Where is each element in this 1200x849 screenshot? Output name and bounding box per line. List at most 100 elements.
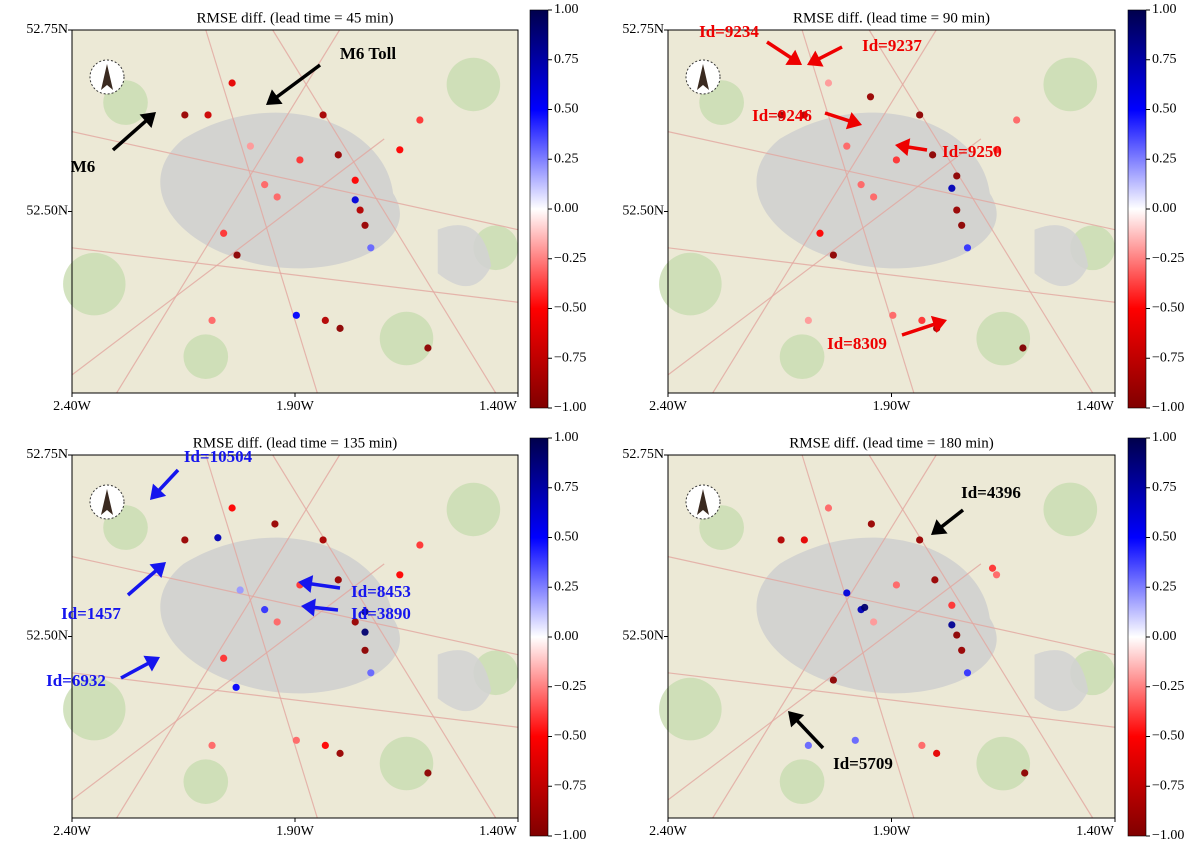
sensor-point: [801, 536, 808, 543]
green-area: [1043, 483, 1097, 537]
colorbar-tick-label: −0.50: [1152, 729, 1184, 744]
colorbar-tick-label: −0.75: [1152, 350, 1184, 365]
sensor-point: [367, 669, 374, 676]
sensor-point: [237, 586, 244, 593]
colorbar-tick-label: −0.50: [554, 729, 586, 744]
annotation: M6: [71, 157, 96, 176]
colorbar-tick-label: 0.25: [1152, 151, 1177, 166]
sensor-point: [858, 181, 865, 188]
y-tick-label: 52.50N: [26, 204, 68, 219]
sensor-point: [233, 251, 240, 258]
y-tick-label: 52.50N: [26, 629, 68, 644]
sensor-point: [916, 111, 923, 118]
green-area: [976, 312, 1030, 366]
colorbar-tick-label: 1.00: [554, 430, 579, 445]
sensor-point: [322, 317, 329, 324]
colorbar-tick-label: 0.00: [1152, 201, 1177, 216]
annotation: Id=8309: [827, 334, 887, 353]
sensor-point: [322, 742, 329, 749]
sensor-point: [335, 576, 342, 583]
y-tick-label: 52.75N: [26, 447, 68, 462]
sensor-point: [964, 244, 971, 251]
annotation: Id=5709: [833, 754, 893, 773]
sensor-point: [870, 618, 877, 625]
annotation: Id=9250: [942, 142, 1002, 161]
sensor-point: [220, 230, 227, 237]
colorbar-tick-label: 0.75: [554, 480, 579, 495]
sensor-point: [825, 504, 832, 511]
annotation: Id=10504: [184, 447, 253, 466]
annotation: Id=9234: [699, 22, 759, 41]
sensor-point: [958, 222, 965, 229]
sensor-point: [948, 621, 955, 628]
sensor-point: [424, 344, 431, 351]
x-tick-label: 1.40W: [1076, 399, 1115, 414]
sensor-point: [830, 676, 837, 683]
sensor-point: [918, 742, 925, 749]
colorbar-tick-label: 1.00: [1152, 430, 1177, 445]
colorbar-tick-label: 1.00: [554, 2, 579, 17]
annotation: Id=9237: [862, 36, 922, 55]
colorbar: [530, 10, 548, 408]
y-tick-label: 52.75N: [622, 447, 664, 462]
sensor-point: [247, 143, 254, 150]
colorbar-tick-label: −0.50: [554, 301, 586, 316]
colorbar-tick-label: −0.75: [554, 350, 586, 365]
colorbar-tick-label: −1.00: [1152, 400, 1184, 415]
sensor-point: [229, 79, 236, 86]
figure: RMSE diff. (lead time = 45 min)2.40W1.90…: [0, 0, 1200, 849]
sensor-point: [229, 504, 236, 511]
sensor-point: [416, 541, 423, 548]
sensor-point: [933, 750, 940, 757]
colorbar-tick-label: 0.25: [554, 579, 579, 594]
sensor-point: [1013, 116, 1020, 123]
colorbar-tick-label: −1.00: [1152, 828, 1184, 843]
sensor-point: [352, 196, 359, 203]
colorbar-tick-label: 0.50: [554, 102, 579, 117]
annotation: Id=4396: [961, 483, 1021, 502]
colorbar-tick-label: 0.00: [1152, 629, 1177, 644]
colorbar-tick-label: −0.75: [554, 778, 586, 793]
sensor-point: [953, 206, 960, 213]
sensor-point: [357, 206, 364, 213]
sensor-point: [261, 181, 268, 188]
colorbar-tick-label: −0.75: [1152, 778, 1184, 793]
sensor-point: [805, 742, 812, 749]
sensor-point: [948, 602, 955, 609]
sensor-point: [271, 520, 278, 527]
x-tick-label: 1.90W: [873, 824, 912, 839]
annotation: M6 Toll: [340, 44, 396, 63]
sensor-point: [1021, 769, 1028, 776]
y-tick-label: 52.75N: [622, 22, 664, 37]
sensor-point: [958, 647, 965, 654]
sensor-point: [396, 146, 403, 153]
map-panel: RMSE diff. (lead time = 90 min)2.40W1.90…: [622, 2, 1184, 415]
sensor-point: [336, 750, 343, 757]
sensor-point: [233, 684, 240, 691]
x-tick-label: 2.40W: [649, 399, 688, 414]
colorbar-tick-label: −0.25: [1152, 251, 1184, 266]
sensor-point: [931, 576, 938, 583]
sensor-point: [843, 589, 850, 596]
x-tick-label: 1.40W: [1076, 824, 1115, 839]
sensor-point: [870, 193, 877, 200]
sensor-point: [777, 536, 784, 543]
sensor-point: [889, 312, 896, 319]
green-area: [1043, 58, 1097, 112]
sensor-point: [396, 571, 403, 578]
y-tick-label: 52.50N: [622, 629, 664, 644]
y-tick-label: 52.75N: [26, 22, 68, 37]
sensor-point: [274, 618, 281, 625]
sensor-point: [220, 655, 227, 662]
sensor-point: [274, 193, 281, 200]
sensor-point: [319, 111, 326, 118]
map-panel: RMSE diff. (lead time = 180 min)2.40W1.9…: [622, 430, 1184, 843]
sensor-point: [918, 317, 925, 324]
green-area: [380, 737, 434, 791]
green-area: [380, 312, 434, 366]
annotation: Id=1457: [61, 604, 121, 623]
sensor-point: [204, 111, 211, 118]
colorbar-tick-label: −0.50: [1152, 301, 1184, 316]
